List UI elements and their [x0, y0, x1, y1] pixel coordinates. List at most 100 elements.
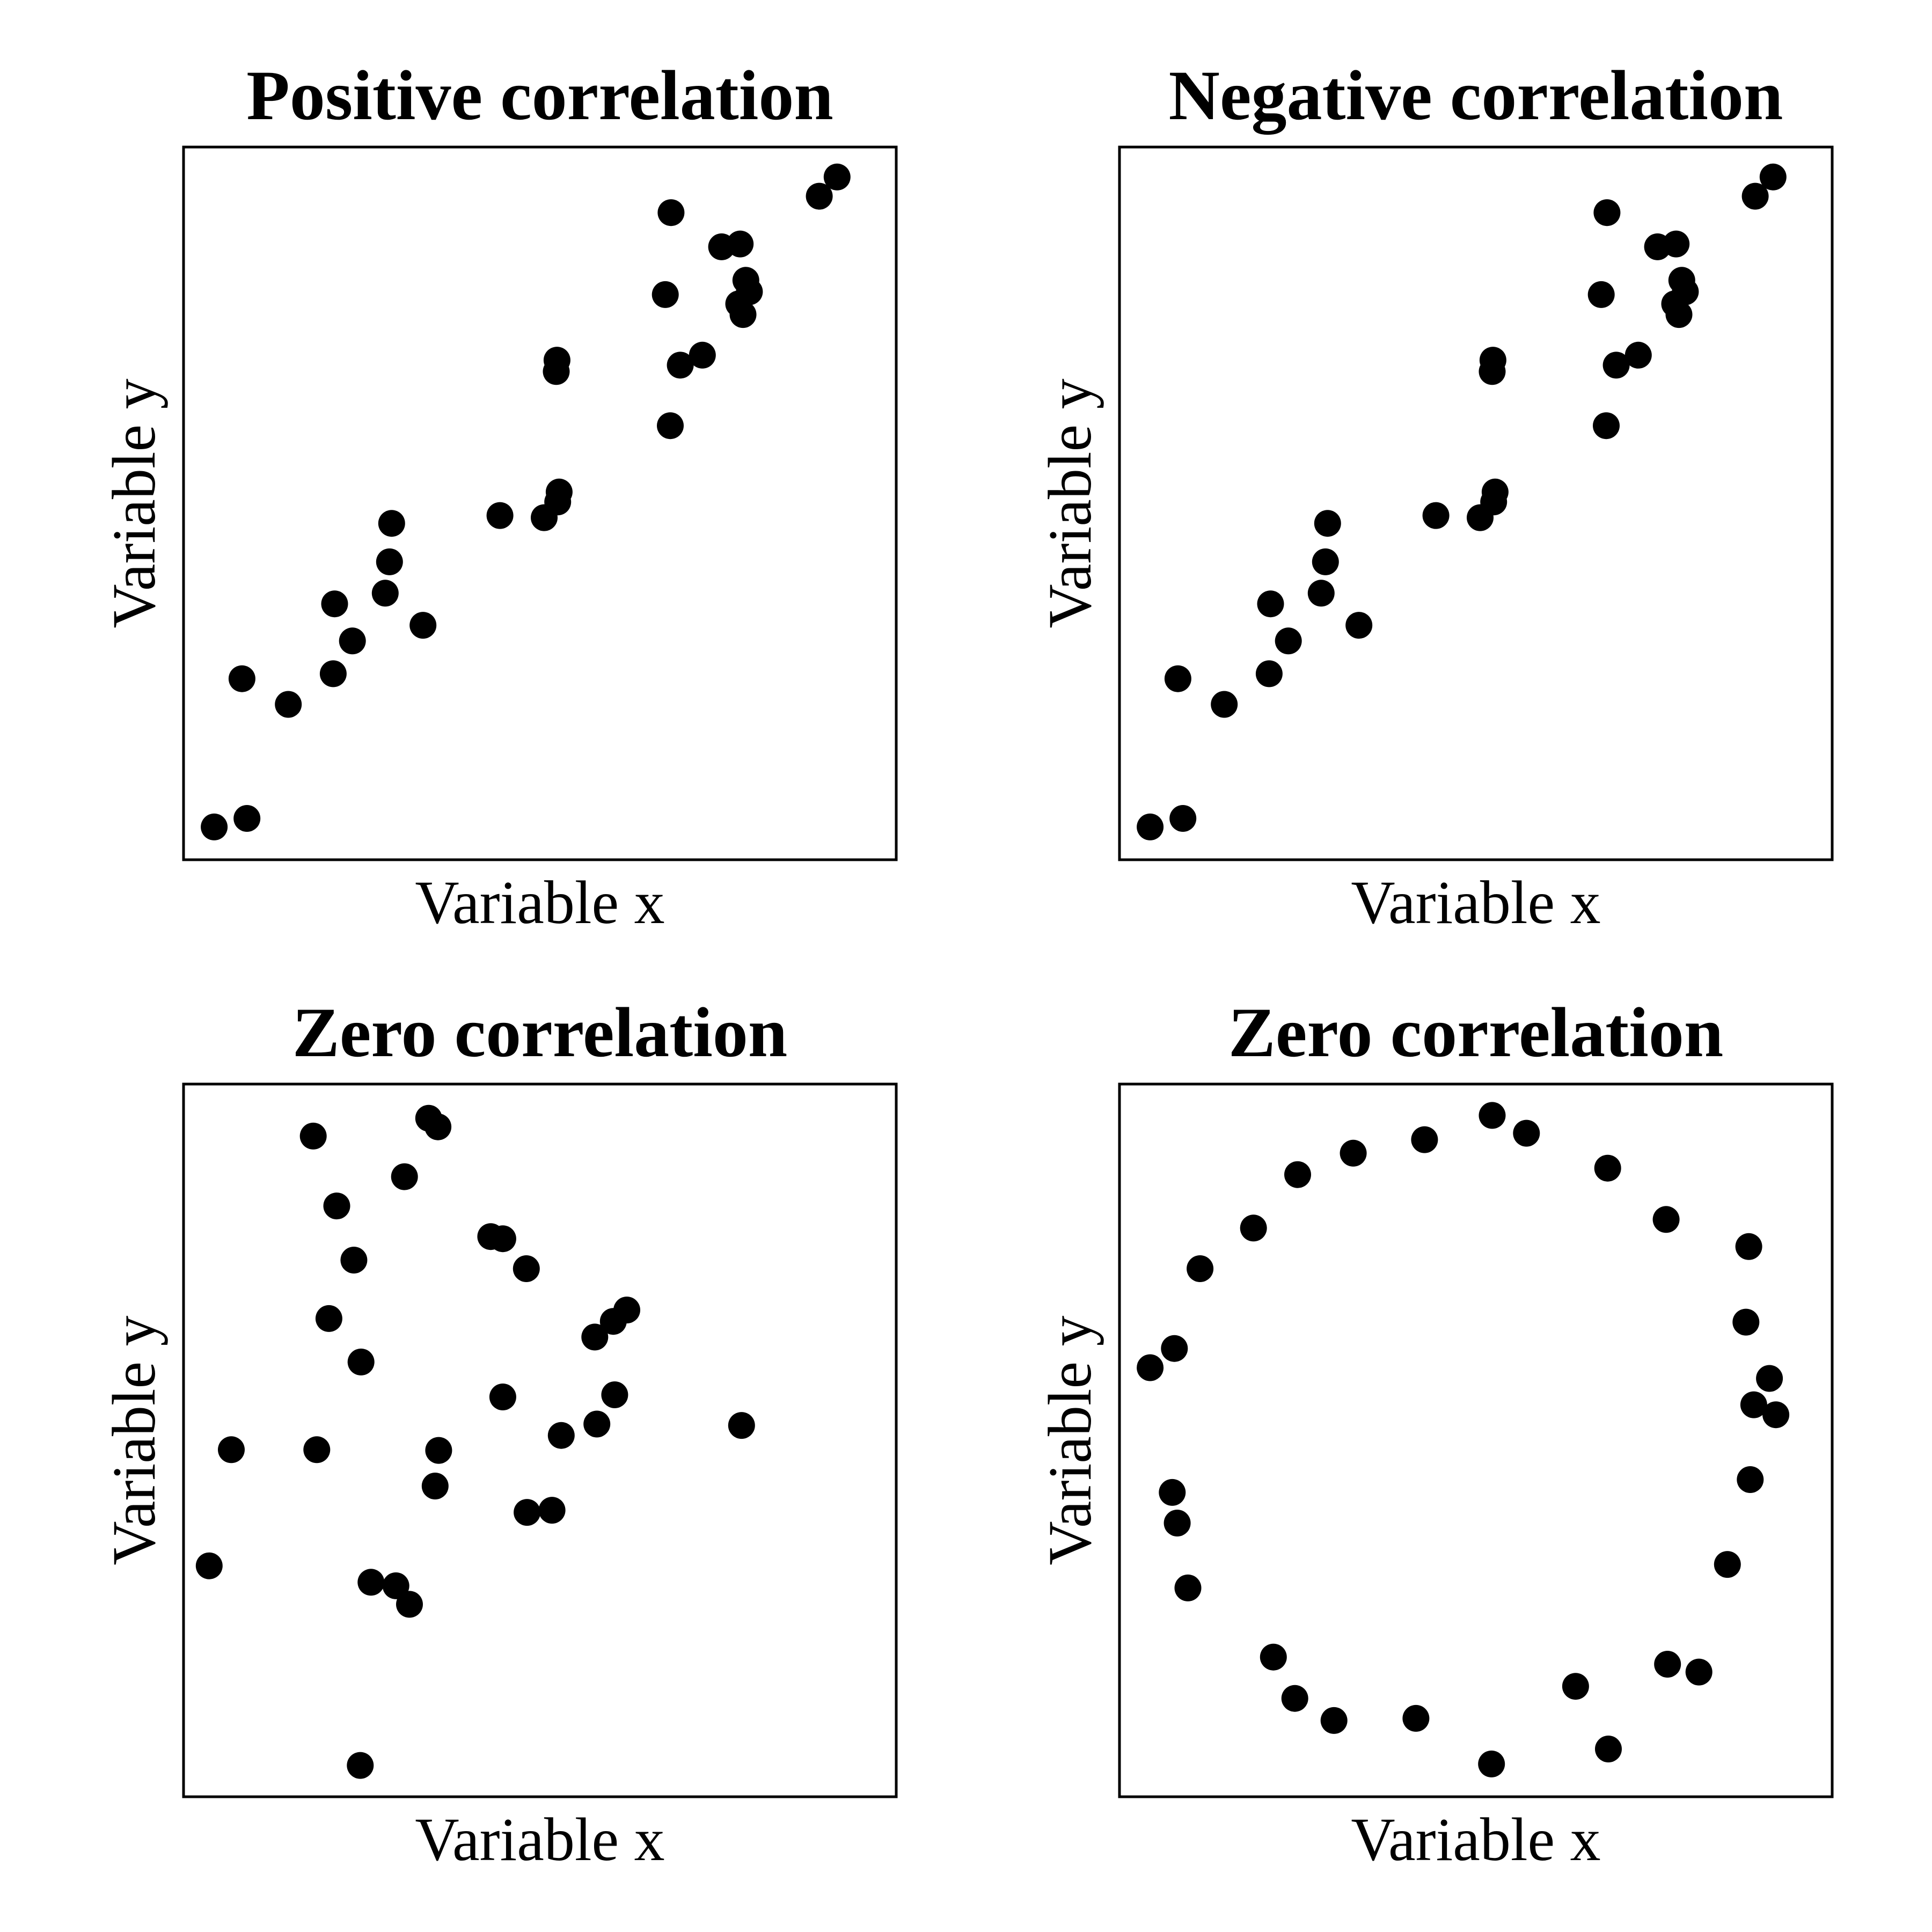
data-point-12 [486, 502, 514, 529]
data-point-11 [1345, 612, 1373, 639]
data-point-20 [513, 1255, 540, 1282]
data-point-7 [315, 1305, 342, 1332]
plot-frame [182, 145, 898, 861]
data-point-19 [1587, 281, 1615, 308]
data-point-20 [1714, 1551, 1741, 1578]
data-point-13 [391, 1163, 418, 1190]
data-point-17 [421, 1473, 449, 1499]
data-point-12 [396, 1591, 423, 1618]
data-point-15 [545, 478, 573, 506]
data-point-20 [657, 412, 684, 440]
data-point-11 [382, 1572, 409, 1599]
x-axis-label: Variable x [1351, 1805, 1600, 1874]
panel-zero-correlation-ring: Zero correlation Variable x Variable y [1036, 993, 1834, 1874]
data-point-29 [613, 1297, 640, 1323]
data-point-18 [657, 199, 685, 226]
data-point-1 [195, 1552, 223, 1579]
data-point-4 [1594, 1154, 1621, 1182]
data-point-15 [1740, 1391, 1767, 1418]
data-point-30 [1759, 163, 1787, 191]
data-point-22 [1260, 1643, 1287, 1671]
plot-frame [1118, 1082, 1834, 1798]
data-point-19 [489, 1225, 516, 1253]
data-point-24 [727, 230, 754, 258]
data-point-24 [1685, 1658, 1713, 1686]
panel-title: Zero correlation [1228, 993, 1724, 1072]
data-point-16 [1762, 1401, 1790, 1429]
data-point-26 [581, 1323, 609, 1351]
data-point-18 [1159, 1479, 1186, 1506]
data-point-7 [1652, 1206, 1680, 1233]
data-point-9 [376, 548, 403, 575]
data-point-9 [1735, 1233, 1762, 1260]
data-point-2 [218, 1436, 245, 1463]
data-point-3 [1411, 1126, 1438, 1153]
data-point-18 [1593, 199, 1621, 226]
data-point-28 [601, 1381, 628, 1408]
data-point-5 [1340, 1139, 1367, 1167]
data-point-27 [1320, 1707, 1348, 1734]
data-point-5 [323, 1192, 350, 1220]
data-point-3 [347, 1752, 374, 1779]
data-point-28 [1672, 278, 1699, 305]
data-point-14 [1756, 1365, 1783, 1392]
data-point-24 [547, 1422, 575, 1449]
data-point-29 [806, 182, 833, 210]
data-point-8 [347, 1348, 375, 1375]
data-point-2 [1513, 1119, 1540, 1147]
data-point-9 [1312, 548, 1339, 575]
plot-frame [182, 1082, 898, 1798]
data-point-29 [1741, 182, 1769, 210]
data-point-21 [489, 1384, 516, 1410]
data-point-7 [1257, 590, 1284, 618]
data-point-21 [667, 352, 694, 379]
data-point-21 [1602, 352, 1630, 379]
x-axis-label: Variable x [415, 1805, 664, 1874]
x-axis-label: Variable x [415, 868, 664, 936]
data-point-6 [339, 627, 366, 655]
data-point-13 [1137, 1354, 1164, 1381]
y-axis-label: Variable y [100, 378, 168, 628]
data-point-12 [1422, 502, 1450, 529]
data-point-16 [425, 1437, 452, 1464]
data-point-17 [543, 347, 570, 374]
data-point-4 [275, 691, 302, 718]
y-axis-label: Variable y [1036, 1315, 1104, 1565]
plot-frame [1118, 145, 1834, 861]
data-point-1 [201, 813, 228, 840]
panel-negative-correlation: Negative correlation Variable x Variable… [1036, 56, 1834, 936]
data-point-6 [1284, 1161, 1311, 1188]
data-point-24 [1663, 230, 1690, 258]
panel-zero-correlation-scattered: Zero correlation Variable x Variable y [100, 993, 898, 1874]
data-point-10 [1314, 510, 1341, 537]
data-point-26 [1281, 1685, 1308, 1712]
y-axis-label: Variable y [100, 1315, 168, 1565]
data-point-28 [1402, 1704, 1430, 1732]
data-point-21 [1174, 1574, 1202, 1601]
data-point-25 [1562, 1673, 1589, 1700]
data-point-1 [1137, 813, 1164, 840]
scatter-points [1137, 1102, 1790, 1777]
scatter-points [1137, 163, 1787, 840]
data-point-8 [371, 580, 399, 607]
x-axis-label: Variable x [1351, 868, 1600, 936]
data-point-1 [1479, 1102, 1506, 1129]
data-point-3 [1164, 665, 1191, 692]
data-point-17 [1479, 347, 1506, 374]
data-point-2 [233, 805, 261, 832]
panel-title: Positive correlation [246, 56, 833, 135]
data-point-4 [299, 1122, 327, 1150]
data-point-6 [340, 1247, 368, 1274]
data-point-28 [736, 278, 763, 305]
data-point-15 [425, 1113, 452, 1140]
scatter-points [201, 163, 851, 840]
data-point-22 [514, 1499, 541, 1526]
data-point-30 [728, 1412, 755, 1439]
data-point-10 [357, 1569, 385, 1596]
data-point-5 [319, 660, 347, 687]
data-point-25 [583, 1410, 611, 1438]
panel-positive-correlation: Positive correlation Variable x Variable… [100, 56, 898, 936]
data-point-22 [1624, 341, 1652, 369]
data-point-19 [1163, 1510, 1191, 1536]
